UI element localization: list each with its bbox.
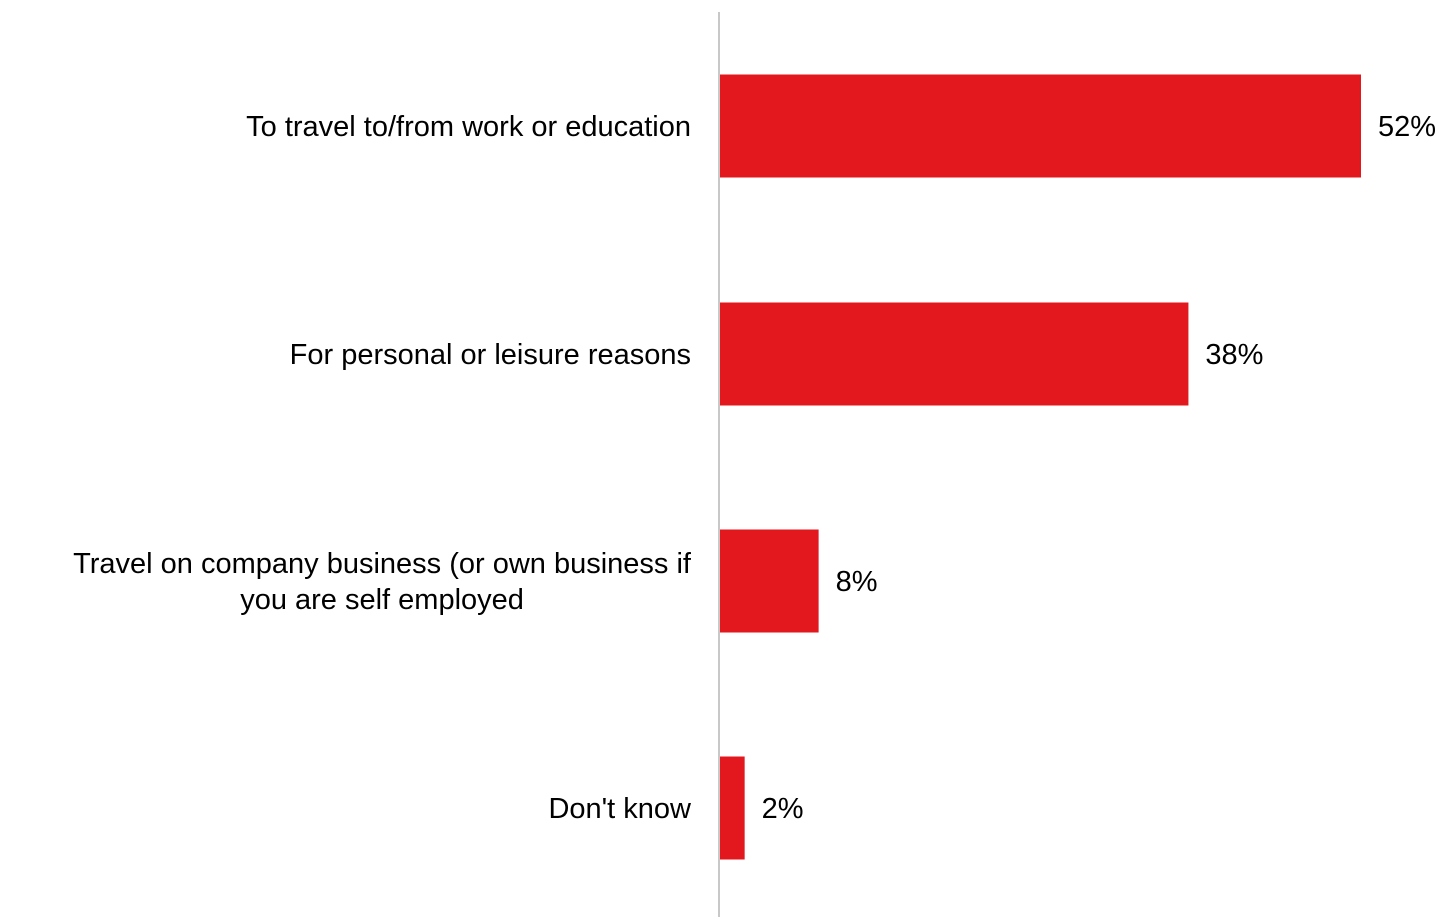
category-label-1: To travel to/from work or education (246, 111, 691, 143)
category-label-3: Travel on company business (or own busin… (73, 548, 692, 616)
bar-2 (720, 302, 1189, 406)
value-labels: 52% 38% 8% 2% (762, 111, 1436, 825)
bar-3 (720, 529, 819, 633)
category-label-line: Travel on company business (or own busin… (73, 548, 692, 580)
category-label-line: To travel to/from work or education (246, 111, 691, 143)
category-label-2: For personal or leisure reasons (290, 339, 691, 371)
category-labels: To travel to/from work or education For p… (73, 111, 692, 825)
category-label-line: For personal or leisure reasons (290, 339, 691, 371)
bar-1 (720, 74, 1361, 178)
value-label-2: 38% (1205, 339, 1263, 371)
bar-4 (720, 756, 745, 860)
value-label-3: 8% (836, 566, 878, 598)
category-label-line: you are self employed (240, 584, 524, 616)
category-label-4: Don't know (548, 793, 692, 825)
category-label-line: Don't know (548, 793, 692, 825)
value-label-1: 52% (1378, 111, 1436, 143)
value-label-4: 2% (762, 793, 804, 825)
bars (720, 74, 1361, 860)
